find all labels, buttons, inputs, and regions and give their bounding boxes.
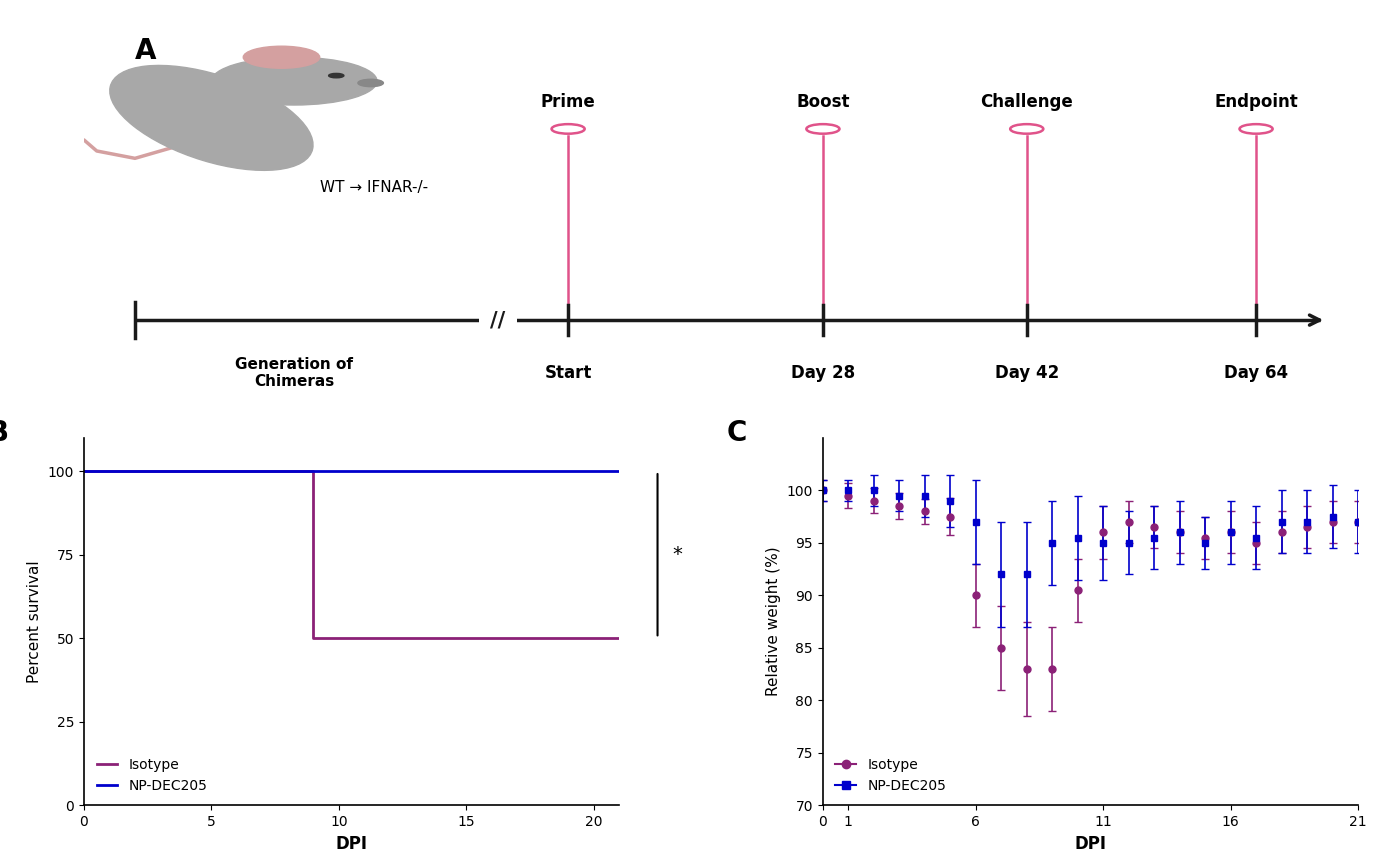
Isotype [76,466,92,476]
Circle shape [806,124,840,133]
NP-DEC205 [610,466,627,476]
Text: Day 64: Day 64 [1224,365,1288,382]
FancyBboxPatch shape [479,294,517,346]
Text: 8 weeks: 8 weeks [181,467,242,482]
Text: WT → IFNAR-/-: WT → IFNAR-/- [319,180,428,195]
Line: Isotype: Isotype [84,471,619,638]
X-axis label: DPI: DPI [1074,835,1106,853]
Text: *: * [673,546,683,565]
Text: Challenge: Challenge [980,93,1074,111]
Text: Start: Start [545,365,592,382]
Text: //: // [490,310,505,330]
Circle shape [211,57,377,105]
Text: Endpoint: Endpoint [1214,93,1298,111]
Isotype [305,466,322,476]
Legend: Isotype, NP-DEC205: Isotype, NP-DEC205 [830,753,952,798]
Legend: Isotype, NP-DEC205: Isotype, NP-DEC205 [91,753,213,798]
NP-DEC205 [305,466,322,476]
Text: A: A [134,37,157,65]
Y-axis label: Percent survival: Percent survival [28,560,42,683]
Circle shape [244,46,319,68]
NP-DEC205 [76,466,92,476]
Text: Boost: Boost [797,93,850,111]
Text: Day 28: Day 28 [791,365,855,382]
Isotype [610,633,627,643]
Circle shape [1239,124,1273,133]
X-axis label: DPI: DPI [336,835,368,853]
Text: B: B [0,419,8,448]
Circle shape [329,74,344,78]
Ellipse shape [109,66,314,171]
Text: C: C [727,419,746,448]
Text: Prime: Prime [540,93,595,111]
Circle shape [1011,124,1043,133]
Text: Generation of
Chimeras: Generation of Chimeras [235,357,353,389]
Circle shape [358,80,384,87]
Circle shape [552,124,585,133]
Isotype [305,633,322,643]
Y-axis label: Relative weight (%): Relative weight (%) [766,546,781,696]
Text: Day 42: Day 42 [994,365,1058,382]
